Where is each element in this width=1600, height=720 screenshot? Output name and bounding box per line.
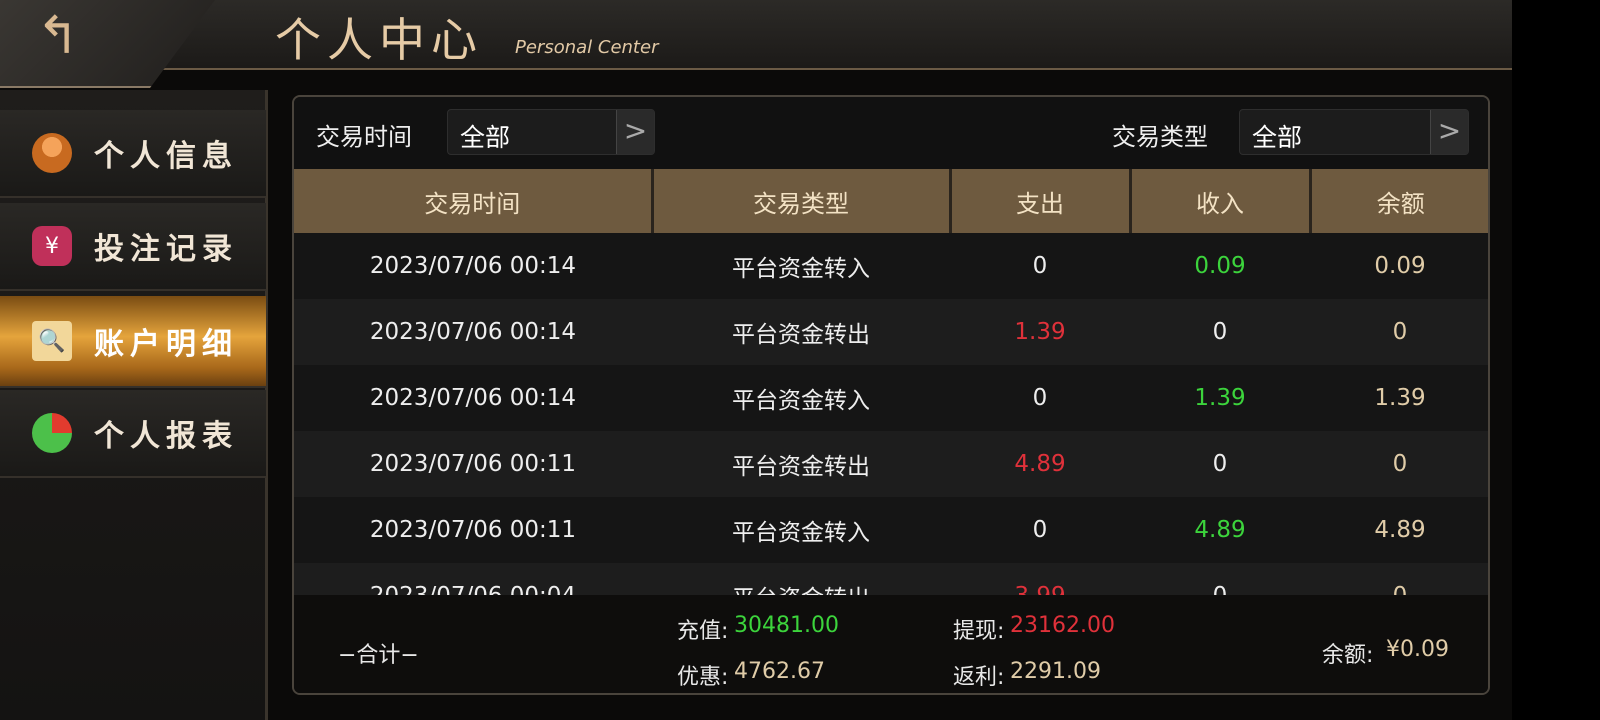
- column-header: 交易时间: [294, 169, 654, 233]
- balance-label: 余额:: [1322, 643, 1374, 668]
- income-cell: 0: [1130, 299, 1310, 365]
- expense-cell: 0: [950, 497, 1130, 563]
- balance-value: ¥0.09: [1386, 637, 1449, 662]
- type-cell: 平台资金转出: [652, 431, 950, 497]
- column-header: 收入: [1130, 169, 1312, 233]
- back-button[interactable]: ↰: [0, 0, 215, 88]
- time-cell: 2023/07/06 00:14: [294, 233, 652, 299]
- expense-cell: 0: [950, 365, 1130, 431]
- sidebar-item-personal-report[interactable]: 个人报表: [0, 390, 266, 478]
- withdraw-label: 提现:: [953, 619, 1005, 644]
- time-filter-select[interactable]: 全部 >: [447, 109, 655, 155]
- sidebar: 个人信息 ¥ 投注记录 🔍 账户明细 个人报表: [0, 90, 268, 720]
- sidebar-item-personal-info[interactable]: 个人信息: [0, 110, 266, 198]
- time-cell: 2023/07/06 00:11: [294, 431, 652, 497]
- chevron-right-icon: >: [1430, 110, 1468, 154]
- time-cell: 2023/07/06 00:14: [294, 365, 652, 431]
- coins-icon: ¥: [32, 226, 72, 266]
- column-header: 支出: [950, 169, 1132, 233]
- total-label: −合计−: [338, 643, 419, 668]
- type-cell: 平台资金转入: [652, 365, 950, 431]
- type-filter-label: 交易类型: [1112, 123, 1208, 151]
- balance-cell: 0: [1310, 299, 1488, 365]
- transactions-table: 交易时间 交易类型 支出 收入 余额 2023/07/06 00:14 平台资金转…: [294, 169, 1488, 629]
- bonus-value: 4762.67: [734, 659, 825, 684]
- recharge-label: 充值:: [677, 619, 729, 644]
- table-row[interactable]: 2023/07/06 00:11 平台资金转入 0 4.89 4.89: [294, 497, 1488, 563]
- time-filter-label: 交易时间: [316, 123, 412, 151]
- table-row[interactable]: 2023/07/06 00:14 平台资金转入 0 1.39 1.39: [294, 365, 1488, 431]
- expense-cell: 0: [950, 233, 1130, 299]
- account-details-panel: 交易时间 全部 > 交易类型 全部 > 交易时间 交易类型 支出 收入 余额 2…: [292, 95, 1490, 695]
- type-filter-value: 全部: [1252, 123, 1303, 152]
- expense-cell: 4.89: [950, 431, 1130, 497]
- type-cell: 平台资金转入: [652, 233, 950, 299]
- bonus-label: 优惠:: [677, 665, 729, 690]
- type-cell: 平台资金转出: [652, 299, 950, 365]
- withdraw-value: 23162.00: [1010, 613, 1115, 638]
- time-filter-value: 全部: [460, 123, 511, 152]
- sidebar-item-account-details[interactable]: 🔍 账户明细: [0, 296, 266, 388]
- sidebar-item-label: 个人报表: [94, 419, 238, 454]
- type-filter-select[interactable]: 全部 >: [1239, 109, 1469, 155]
- chevron-right-icon: >: [616, 110, 654, 154]
- document-search-icon: 🔍: [32, 321, 72, 361]
- recharge-value: 30481.00: [734, 613, 839, 638]
- table-row[interactable]: 2023/07/06 00:14 平台资金转入 0 0.09 0.09: [294, 233, 1488, 299]
- rebate-value: 2291.09: [1010, 659, 1101, 684]
- user-icon: [32, 133, 72, 173]
- income-cell: 0.09: [1130, 233, 1310, 299]
- expense-cell: 1.39: [950, 299, 1130, 365]
- page-subtitle: Personal Center: [515, 37, 659, 58]
- balance-cell: 1.39: [1310, 365, 1488, 431]
- sidebar-item-label: 投注记录: [94, 232, 238, 267]
- balance-cell: 0: [1310, 431, 1488, 497]
- time-cell: 2023/07/06 00:14: [294, 299, 652, 365]
- totals-footer: −合计− 充值: 30481.00 优惠: 4762.67 提现: 23162.…: [294, 595, 1488, 693]
- top-bar: 个人中心 Personal Center: [0, 0, 1512, 70]
- column-header: 余额: [1310, 169, 1488, 233]
- income-cell: 0: [1130, 431, 1310, 497]
- rebate-label: 返利:: [953, 665, 1005, 690]
- sidebar-item-bet-records[interactable]: ¥ 投注记录: [0, 203, 266, 291]
- income-cell: 1.39: [1130, 365, 1310, 431]
- sidebar-item-label: 账户明细: [94, 327, 238, 362]
- time-cell: 2023/07/06 00:11: [294, 497, 652, 563]
- sidebar-item-label: 个人信息: [94, 139, 238, 174]
- type-cell: 平台资金转入: [652, 497, 950, 563]
- balance-cell: 0.09: [1310, 233, 1488, 299]
- table-row[interactable]: 2023/07/06 00:11 平台资金转出 4.89 0 0: [294, 431, 1488, 497]
- back-arrow-icon: ↰: [36, 6, 80, 66]
- income-cell: 4.89: [1130, 497, 1310, 563]
- app: 个人中心 Personal Center ↰ 个人信息 ¥ 投注记录 🔍 账户明…: [0, 0, 1512, 720]
- balance-cell: 4.89: [1310, 497, 1488, 563]
- column-header: 交易类型: [652, 169, 952, 233]
- filter-bar: 交易时间 全部 > 交易类型 全部 >: [294, 97, 1488, 169]
- table-row[interactable]: 2023/07/06 00:14 平台资金转出 1.39 0 0: [294, 299, 1488, 365]
- pie-chart-icon: [32, 413, 72, 453]
- table-header: 交易时间 交易类型 支出 收入 余额: [294, 169, 1488, 233]
- page-title: 个人中心: [275, 13, 483, 67]
